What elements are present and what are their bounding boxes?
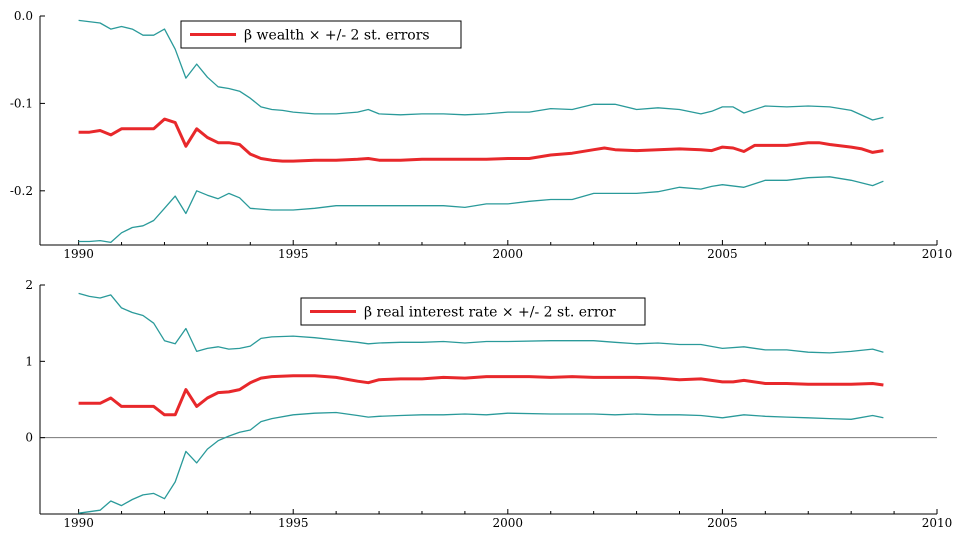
legend-box — [300, 297, 646, 326]
x-tick-label: 1990 — [63, 247, 94, 261]
real-interest-rate-coefficient-panel: 2 1 0 1990 1995 2000 2005 2010 β real interest r… — [25, 278, 952, 530]
y-tick-label: -0.2 — [10, 184, 33, 198]
wealth-coefficient-panel: 0.0 -0.1 -0.2 1990 1995 2000 2005 2010 β wealth … — [10, 9, 952, 261]
estimate-series-line — [78, 374, 884, 417]
x-tick-label: 2010 — [922, 516, 953, 530]
upper-band-series-line — [78, 292, 884, 354]
x-tick-label: 2000 — [493, 247, 524, 261]
x-tick-label: 2005 — [707, 516, 738, 530]
x-tick-label: 2005 — [707, 247, 738, 261]
x-tick-label: 1995 — [278, 516, 309, 530]
y-tick-label: 1 — [25, 354, 33, 368]
x-tick-label: 1995 — [278, 247, 309, 261]
legend-label: β real interest rate × +/- 2 st. error — [364, 305, 616, 321]
lower-band-series-line — [78, 176, 884, 244]
y-tick-label: 0 — [25, 431, 33, 445]
legend: β real interest rate × +/- 2 st. error — [300, 297, 646, 326]
y-tick-label: 0.0 — [14, 9, 33, 23]
legend: β wealth × +/- 2 st. errors — [180, 20, 462, 49]
lower-band-series-line — [78, 411, 884, 514]
y-tick-label: 2 — [25, 278, 33, 292]
y-tick-label: -0.1 — [10, 96, 33, 110]
x-tick-label: 2010 — [922, 247, 953, 261]
estimate-series-line — [78, 117, 884, 163]
x-tick-label: 1990 — [63, 516, 94, 530]
legend-label: β wealth × +/- 2 st. errors — [244, 28, 430, 44]
upper-band-series-line — [78, 19, 884, 121]
x-tick-label: 2000 — [493, 516, 524, 530]
